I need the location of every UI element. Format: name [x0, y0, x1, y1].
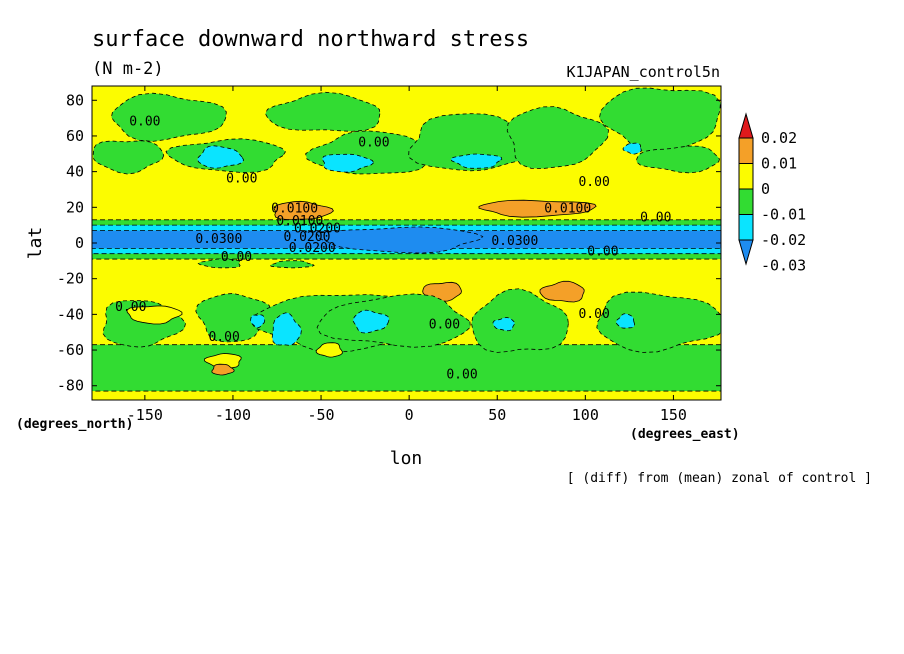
- contour-label: 0.00: [578, 307, 609, 322]
- y-tick-label: -20: [57, 270, 84, 288]
- contour-label: 0.00: [578, 175, 609, 190]
- y-tick-label: 60: [66, 127, 84, 145]
- contour-label: 0.0100: [544, 202, 591, 217]
- contour-label: 0.0200: [294, 221, 341, 236]
- colorbar-label: -0.01: [761, 206, 806, 224]
- contour-region: [203, 353, 242, 369]
- contour-label: 0.0300: [195, 232, 242, 247]
- contour-label: 0.0100: [271, 202, 318, 217]
- contour-region: [92, 344, 721, 392]
- colorbar-swatch: [738, 188, 754, 215]
- contour-region: [321, 153, 375, 173]
- colorbar-label: 0: [761, 180, 770, 198]
- contour-label: 0.00: [221, 250, 252, 265]
- colorbar-bottom-arrow: [738, 239, 754, 266]
- colorbar-label: -0.02: [761, 231, 806, 249]
- contour-region: [539, 280, 585, 303]
- contour-region: [126, 305, 183, 325]
- contour-region: [316, 293, 471, 348]
- y-tick-label: -60: [57, 341, 84, 359]
- x-tick-label: 50: [488, 406, 506, 424]
- contour-region: [196, 145, 245, 169]
- contour-region: [471, 288, 569, 353]
- contour-region: [211, 363, 235, 376]
- colorbar-swatch: [738, 137, 754, 164]
- contour-region: [596, 291, 721, 353]
- y-axis: 80 60 40 20 0 -20 -40 -60 -80: [57, 91, 721, 395]
- x-tick-label: 0: [405, 406, 414, 424]
- contour-region: [506, 106, 609, 169]
- colorbar-swatch: [738, 214, 754, 241]
- contour-region: [450, 153, 503, 169]
- x-tick-label: 100: [572, 406, 599, 424]
- run-label: K1JAPAN_control5n: [566, 63, 720, 81]
- contour-region: [492, 317, 516, 332]
- comparison-note: [ (diff) from (mean) zonal of control ]: [567, 471, 872, 486]
- colorbar-label: 0.02: [761, 129, 797, 147]
- y-tick-label: -80: [57, 377, 84, 395]
- contour-region: [271, 312, 302, 346]
- contour-label: 0.00: [446, 368, 477, 383]
- contour-region: [622, 142, 642, 155]
- contour-region: [195, 293, 273, 343]
- x-axis-label: lon: [390, 448, 423, 469]
- contour-label: 0.00: [115, 300, 146, 315]
- contour-region: [408, 113, 541, 172]
- x-tick-label: -100: [215, 406, 251, 424]
- plot-area: [92, 86, 721, 400]
- contour-region: [636, 145, 720, 174]
- x-axis: -150 -100 -50 0 50 100 150: [127, 86, 687, 424]
- x-unit-label: (degrees_east): [630, 427, 740, 442]
- contour-label: 0.00: [129, 114, 160, 129]
- x-tick-label: -150: [127, 406, 163, 424]
- contour-label: 0.00: [429, 318, 460, 333]
- contour-label: 0.0200: [289, 241, 336, 256]
- contour-label: 0.0200: [283, 230, 330, 245]
- contour-label: 0.00: [226, 171, 257, 186]
- contour-region: [110, 92, 227, 142]
- y-tick-label: 40: [66, 163, 84, 181]
- contour-region: [273, 200, 334, 220]
- contour-labels: 0.000.000.000.000.0100 0.01000.000.01000.…: [115, 114, 671, 382]
- contour-label: 0.0300: [491, 234, 538, 249]
- contour-region: [250, 314, 266, 329]
- chart-title: surface downward northward stress: [92, 27, 529, 52]
- colorbar-label: -0.03: [761, 257, 806, 275]
- y-tick-label: 0: [75, 234, 84, 252]
- contour-region: [315, 226, 484, 254]
- contour-label: 0.00: [587, 244, 618, 259]
- contour-region: [315, 342, 343, 358]
- contour-region: [598, 87, 721, 155]
- chart-units: (N m-2): [92, 59, 164, 79]
- contour-label: 0.0100: [276, 214, 323, 229]
- contour-region: [615, 313, 636, 329]
- contour-label: 0.00: [358, 136, 389, 151]
- contour-region: [264, 91, 381, 132]
- y-unit-label: (degrees_north): [16, 417, 133, 432]
- x-tick-label: 150: [660, 406, 687, 424]
- contour-label: 0.00: [640, 211, 671, 226]
- colorbar-label: 0.01: [761, 155, 797, 173]
- contour-region: [92, 140, 165, 175]
- contour-label: 0.00: [208, 330, 239, 345]
- colorbar: 0.02 0.01 0 -0.01 -0.02 -0.03: [738, 112, 806, 275]
- x-tick-label: -50: [308, 406, 335, 424]
- y-tick-label: 20: [66, 198, 84, 216]
- contour-region: [197, 258, 241, 269]
- colorbar-swatch: [738, 163, 754, 190]
- y-tick-label: 80: [66, 91, 84, 109]
- colorbar-top-arrow: [738, 112, 754, 139]
- y-axis-label: lat: [25, 227, 46, 260]
- contour-region: [269, 260, 315, 269]
- contour-region: [352, 309, 390, 334]
- y-tick-label: -40: [57, 305, 84, 323]
- contour-region: [478, 199, 597, 218]
